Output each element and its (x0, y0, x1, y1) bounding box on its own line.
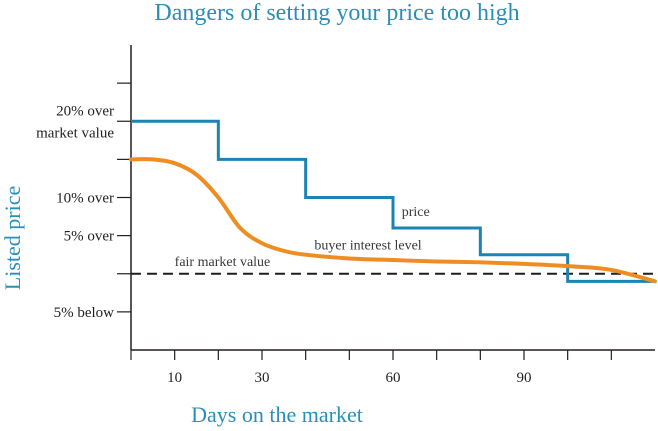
y-tick-label: 5% below (54, 305, 115, 321)
x-tick-label: 30 (255, 370, 270, 386)
series-price (131, 119, 655, 283)
y-tick-label: 20% over market value (36, 103, 114, 141)
annotation-label: buyer interest level (314, 238, 421, 253)
annotation-label: fair market value (175, 255, 271, 270)
annotation-label: price (402, 205, 430, 220)
annotation-layer: price buyer interest level fair market val… (175, 205, 430, 270)
series-layer (129, 119, 657, 284)
y-axis-title: Listed price (0, 186, 25, 290)
chart-title: Dangers of setting your price too high (154, 0, 519, 26)
x-tick-label: 90 (517, 370, 532, 386)
axes: 10 30 60 90 20% over market value 10% over 5% o… (36, 45, 655, 386)
x-axis-title: Days on the market (191, 402, 363, 427)
y-tick-label: 5% over (64, 229, 114, 245)
series-buyer-interest-level (129, 157, 657, 284)
x-tick-label: 10 (167, 370, 182, 386)
x-tick-label: 60 (386, 370, 401, 386)
y-tick-label: 10% over (56, 191, 114, 207)
